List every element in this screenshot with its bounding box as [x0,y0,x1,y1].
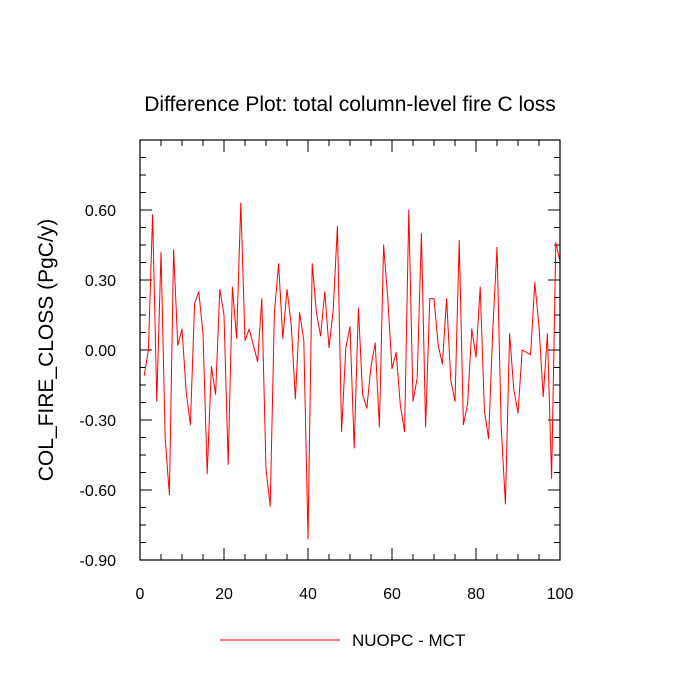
legend: NUOPC - MCT [220,631,465,650]
chart-title: Difference Plot: total column-level fire… [144,93,556,116]
series-group [143,202,560,540]
x-tick-label-1: 20 [215,586,233,603]
x-tick-labels: 0 20 40 60 80 100 [136,586,574,603]
y-tick-label-2: -0.30 [80,413,117,430]
series-line-0 [143,202,560,540]
y-tick-label-4: 0.30 [85,273,116,290]
legend-label: NUOPC - MCT [352,631,465,650]
x-tick-label-3: 60 [383,586,401,603]
x-tick-label-0: 0 [136,586,145,603]
plot-frame [139,139,561,561]
y-tick-label-5: 0.60 [85,203,116,220]
y-tick-labels: -0.90 -0.60 -0.30 0.00 0.30 0.60 [80,203,117,570]
y-axis-label: COL_FIRE_CLOSS (PgC/y) [35,219,58,482]
y-tick-label-0: -0.90 [80,553,117,570]
y-tick-marks [140,157,560,561]
x-tick-label-4: 80 [467,586,485,603]
x-tick-label-5: 100 [547,586,574,603]
y-tick-label-1: -0.60 [80,483,117,500]
y-tick-label-3: 0.00 [85,343,116,360]
x-tick-label-2: 40 [299,586,317,603]
